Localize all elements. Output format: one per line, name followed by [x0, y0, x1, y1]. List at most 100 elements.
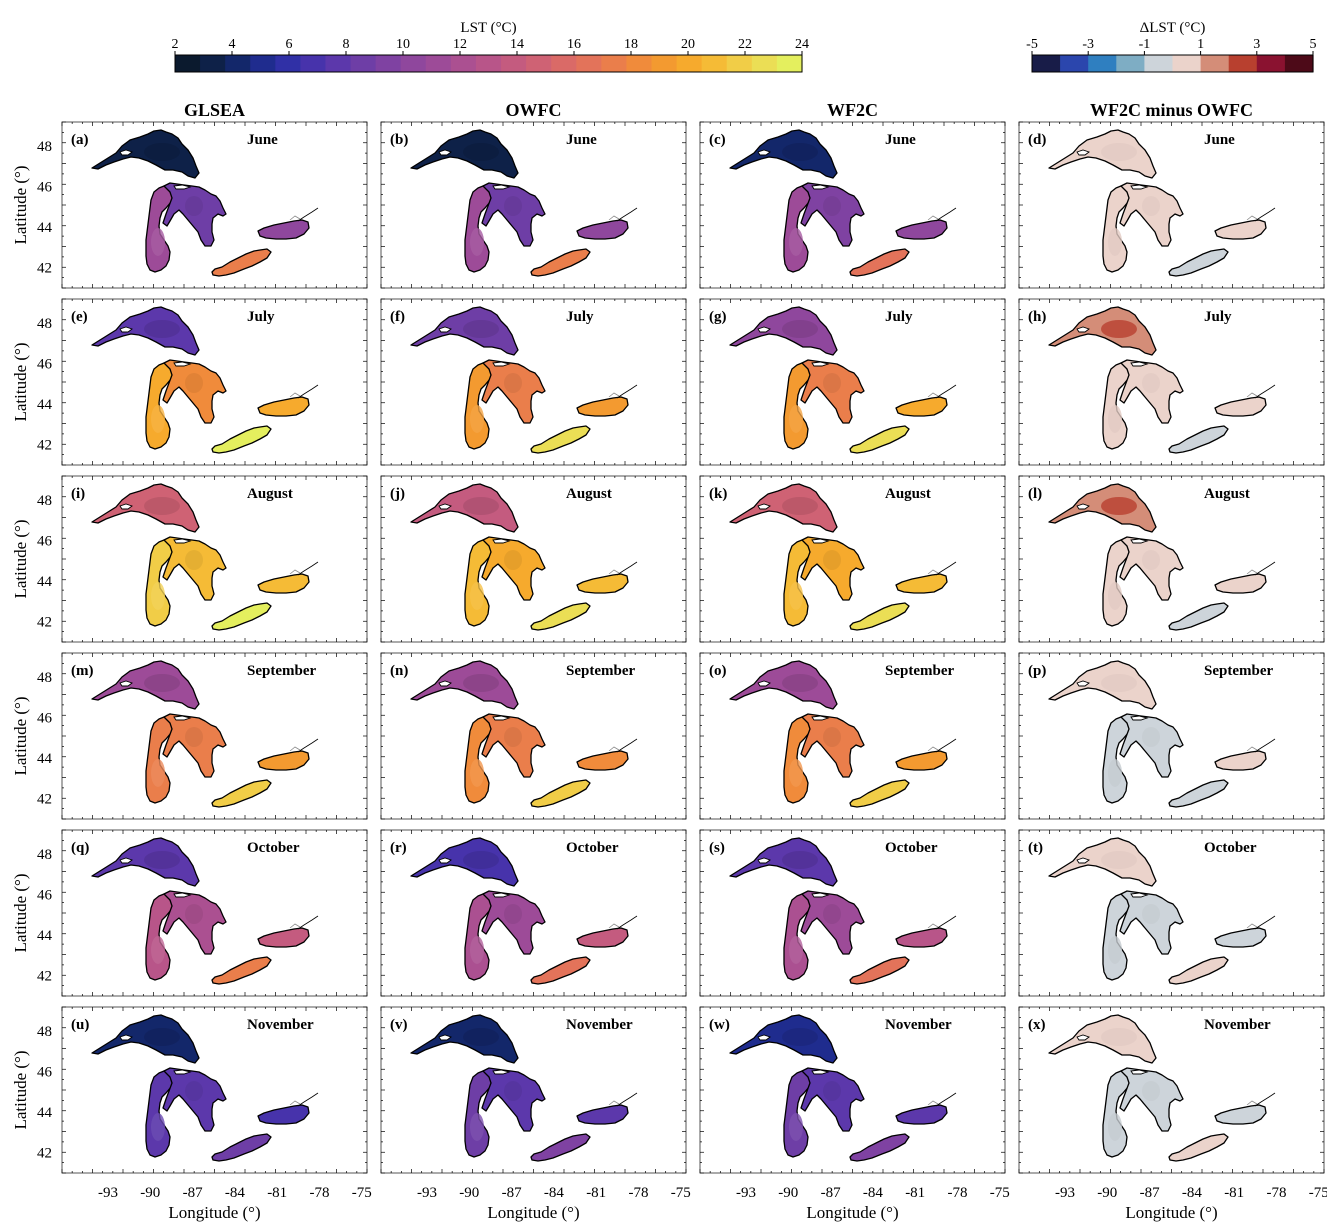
dlst-colorbar-swatch: [1256, 55, 1286, 72]
lst-colorbar-swatch: [676, 55, 703, 72]
lake-ontario: [1214, 573, 1267, 594]
y-tick-label: 48: [37, 493, 52, 509]
lst-colorbar-tick-label: 12: [453, 37, 467, 52]
texture-patch: [1142, 196, 1160, 216]
panel-month: July: [885, 309, 913, 325]
x-tick-label: -84: [544, 1185, 564, 1201]
island: [119, 1034, 133, 1041]
lake-erie: [849, 602, 910, 631]
lake-erie: [1168, 1133, 1229, 1162]
panel-letter: (g): [709, 309, 727, 325]
map-panel: (d) June: [1018, 121, 1325, 289]
lake-ontario: [576, 219, 629, 240]
y-tick-label: 46: [37, 357, 53, 373]
lst-colorbar-swatch: [475, 55, 502, 72]
texture-patch: [470, 582, 484, 610]
y-tick-label: 46: [37, 534, 53, 550]
island: [1076, 149, 1090, 156]
texture-patch: [470, 936, 484, 964]
texture-patch: [789, 228, 803, 256]
lst-colorbar-swatch: [751, 55, 778, 72]
y-tick-label: 44: [37, 928, 53, 944]
lst-colorbar-swatch: [425, 55, 452, 72]
lst-colorbar-swatch: [776, 55, 803, 72]
lake-erie: [211, 248, 272, 277]
panel-month: September: [247, 663, 316, 679]
panel-month: August: [885, 486, 931, 502]
texture-patch: [782, 674, 818, 692]
map-panel: (o) September: [699, 652, 1006, 820]
island: [1130, 361, 1149, 367]
lake-erie: [530, 956, 591, 985]
island: [173, 892, 192, 898]
texture-patch: [504, 196, 522, 216]
texture-patch: [789, 405, 803, 433]
texture-patch: [504, 904, 522, 924]
island: [757, 326, 771, 333]
panel-letter: (l): [1028, 486, 1042, 502]
lake-erie: [211, 956, 272, 985]
lst-colorbar-swatch: [375, 55, 402, 72]
panel-letter: (x): [1028, 1017, 1046, 1033]
x-axis-label: Longitude (°): [487, 1203, 579, 1222]
x-tick-label: -81: [267, 1185, 287, 1201]
lake-erie: [530, 425, 591, 454]
thousand-islands: [927, 215, 939, 221]
texture-patch: [782, 1028, 818, 1046]
panel-letter: (d): [1028, 132, 1046, 148]
texture-patch: [823, 550, 841, 570]
lake-ontario: [576, 750, 629, 771]
y-tick-label: 48: [37, 670, 52, 686]
panel-letter: (b): [390, 132, 408, 148]
st-lawrence-river: [297, 915, 319, 930]
texture-patch: [1142, 904, 1160, 924]
lake-ontario: [895, 573, 948, 594]
thousand-islands: [289, 392, 301, 398]
y-tick-label: 42: [37, 615, 52, 631]
lake-erie: [1168, 602, 1229, 631]
texture-patch: [185, 904, 203, 924]
st-lawrence-river: [1254, 207, 1276, 222]
panel-month: September: [885, 663, 954, 679]
island: [173, 538, 192, 544]
dlst-colorbar-swatch: [1228, 55, 1258, 72]
panel-letter: (h): [1028, 309, 1046, 325]
panel-month: October: [1204, 840, 1257, 856]
island: [811, 892, 830, 898]
island: [119, 857, 133, 864]
texture-patch: [782, 497, 818, 515]
thousand-islands: [1246, 569, 1258, 575]
lake-erie: [1168, 425, 1229, 454]
x-tick-label: -78: [310, 1185, 330, 1201]
lake-ontario: [895, 396, 948, 417]
x-axis-label: Longitude (°): [1125, 1203, 1217, 1222]
thousand-islands: [608, 746, 620, 752]
thousand-islands: [1246, 1100, 1258, 1106]
panel-month: September: [566, 663, 635, 679]
texture-patch: [782, 851, 818, 869]
thousand-islands: [1246, 923, 1258, 929]
y-axis-label: Latitude (°): [11, 873, 30, 952]
texture-patch: [504, 1081, 522, 1101]
lake-erie: [849, 956, 910, 985]
lake-ontario: [1214, 750, 1267, 771]
island: [1130, 538, 1149, 544]
panel-letter: (c): [709, 132, 726, 148]
texture-patch: [144, 1028, 180, 1046]
lst-colorbar-swatch: [501, 55, 527, 72]
x-tick-label: -93: [736, 1185, 756, 1201]
texture-patch: [144, 497, 180, 515]
panel-month: August: [247, 486, 293, 502]
panel-month: October: [885, 840, 938, 856]
dlst-colorbar-swatch: [1144, 55, 1174, 72]
lst-colorbar-swatch: [350, 55, 377, 72]
dlst-colorbar-tick-label: 5: [1310, 37, 1317, 52]
x-tick-label: -81: [905, 1185, 925, 1201]
dlst-colorbar-swatch: [1200, 55, 1230, 72]
texture-patch: [151, 582, 165, 610]
dlst-colorbar-tick-label: -5: [1026, 37, 1038, 52]
st-lawrence-river: [616, 915, 638, 930]
panel-letter: (f): [390, 309, 405, 325]
lst-colorbar-swatch: [651, 55, 678, 72]
